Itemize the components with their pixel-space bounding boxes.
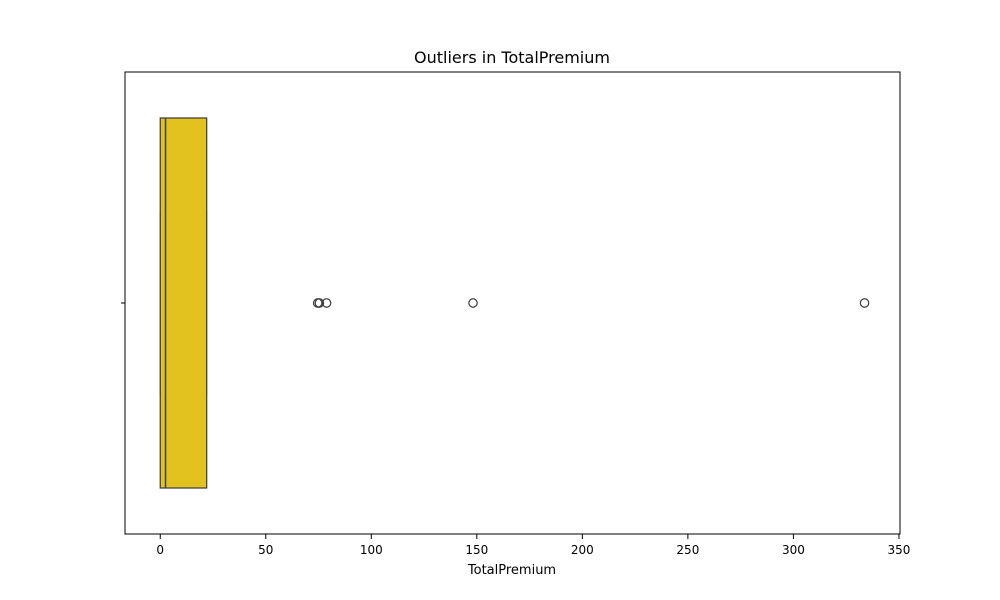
plot-area-frame (124, 71, 901, 535)
box-element (159, 117, 208, 489)
iqr-box (159, 117, 208, 489)
x-tick-label: 200 (571, 543, 594, 557)
x-tick-label: 100 (360, 543, 383, 557)
x-tick-label: 300 (782, 543, 805, 557)
outlier-point (468, 298, 478, 308)
x-axis-label: TotalPremium (467, 563, 556, 578)
outlier-point (859, 298, 870, 308)
x-tick-label: 350 (887, 543, 910, 557)
x-tick-label: 50 (258, 543, 273, 557)
x-tick-label: 150 (465, 543, 488, 557)
chart-title: Outliers in TotalPremium (414, 48, 610, 67)
outlier-points (312, 298, 870, 308)
outlier-point (321, 298, 332, 308)
x-tick-label: 0 (156, 543, 164, 557)
x-tick-label: 250 (676, 543, 699, 557)
outlier-point (314, 298, 325, 308)
x-axis-ticks: 0 50 100 150 200 250 300 350 (156, 534, 910, 557)
